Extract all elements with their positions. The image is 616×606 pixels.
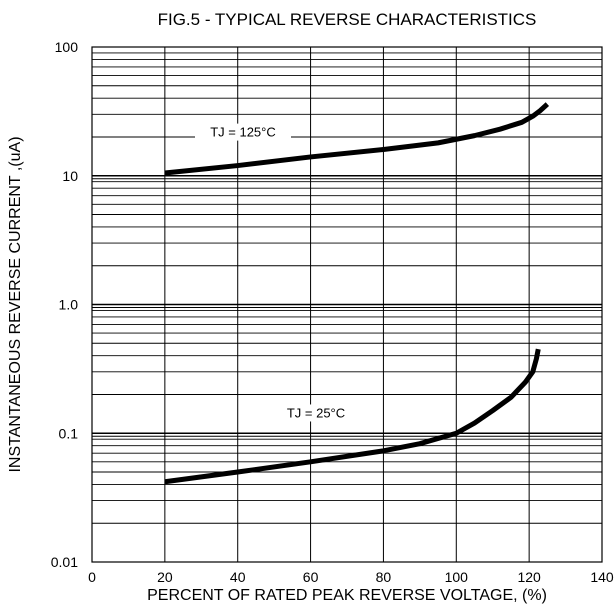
x-tick-label: 20 xyxy=(157,569,173,585)
y-axis-label: INSTANTANEOUS REVERSE CURRENT ,(uA) xyxy=(7,136,24,472)
plot-frame xyxy=(91,46,603,563)
y-tick-label: 0.01 xyxy=(51,554,78,570)
x-tick-label: 100 xyxy=(445,569,469,585)
series-lines xyxy=(164,102,550,485)
annotations: TJ = 125°C TJ = 25°C xyxy=(195,123,364,422)
annotation-label: TJ = 125°C xyxy=(210,125,276,140)
y-tick-label: 0.1 xyxy=(59,425,79,441)
chart-grid xyxy=(92,47,602,562)
x-tick-label: 120 xyxy=(517,569,541,585)
y-tick-label: 1.0 xyxy=(59,297,79,313)
x-tick-label: 40 xyxy=(230,569,246,585)
series-line-tj-25c xyxy=(164,348,541,485)
x-tick-label: 80 xyxy=(376,569,392,585)
x-tick-labels: 0 20 40 60 80 100 120 140 xyxy=(88,569,614,585)
x-tick-label: 140 xyxy=(590,569,614,585)
y-tick-label: 100 xyxy=(55,39,79,55)
chart-title: FIG.5 - TYPICAL REVERSE CHARACTERISTICS xyxy=(158,10,537,29)
x-tick-label: 60 xyxy=(303,569,319,585)
y-tick-label: 10 xyxy=(62,168,78,184)
annotation-background xyxy=(195,123,291,141)
series-line-tj-125c xyxy=(164,102,550,176)
y-tick-labels: 0.01 0.1 1.0 10 100 xyxy=(51,39,78,570)
annotation-label: TJ = 25°C xyxy=(287,405,345,420)
x-tick-label: 0 xyxy=(88,569,96,585)
x-axis-label: PERCENT OF RATED PEAK REVERSE VOLTAGE, (… xyxy=(147,587,547,604)
annotation-background xyxy=(268,404,364,422)
